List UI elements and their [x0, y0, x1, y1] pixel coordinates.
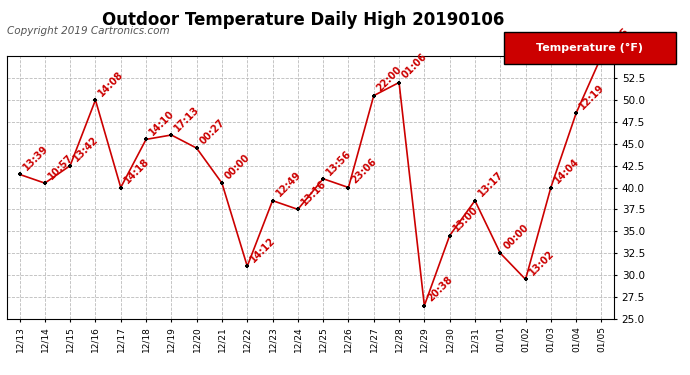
Point	[596, 53, 607, 59]
Text: 13:00: 13:00	[451, 205, 480, 234]
Text: 14:10: 14:10	[148, 109, 177, 138]
Text: 13:02: 13:02	[527, 249, 556, 278]
Text: 13:56: 13:56	[324, 148, 353, 177]
Text: 12:19: 12:19	[578, 82, 607, 111]
Text: 14:08: 14:08	[97, 69, 126, 98]
Text: 13:39: 13:39	[21, 144, 50, 172]
Text: 13:17: 13:17	[476, 170, 505, 199]
Text: Outdoor Temperature Daily High 20190106: Outdoor Temperature Daily High 20190106	[102, 11, 505, 29]
Point	[571, 110, 582, 116]
Point	[65, 163, 76, 169]
Point	[293, 206, 304, 212]
Text: Copyright 2019 Cartronics.com: Copyright 2019 Cartronics.com	[7, 26, 170, 36]
Text: 00:00: 00:00	[502, 222, 531, 251]
Text: 00:27: 00:27	[198, 117, 227, 146]
Point	[545, 184, 556, 190]
Point	[115, 184, 126, 190]
Text: 14:12: 14:12	[248, 236, 277, 264]
Text: 13:42: 13:42	[72, 135, 101, 164]
Point	[166, 132, 177, 138]
Point	[444, 232, 455, 238]
Point	[267, 198, 278, 204]
Point	[317, 176, 328, 182]
Text: 13:16: 13:16	[299, 178, 328, 208]
Point	[141, 136, 152, 142]
Point	[217, 180, 228, 186]
Point	[39, 180, 50, 186]
Point	[520, 276, 531, 282]
Point	[495, 250, 506, 256]
Point	[14, 171, 25, 177]
Text: 00:00: 00:00	[224, 152, 253, 182]
Text: 20:38: 20:38	[426, 275, 455, 304]
Point	[393, 80, 404, 86]
Text: 01:06: 01:06	[400, 52, 429, 81]
Text: 17:13: 17:13	[172, 104, 201, 133]
Point	[368, 93, 380, 99]
Point	[191, 145, 202, 151]
Point	[419, 303, 430, 309]
Point	[343, 184, 354, 190]
Text: 23:06: 23:06	[350, 157, 379, 186]
Point	[90, 97, 101, 103]
Text: 14:04: 14:04	[552, 157, 581, 186]
Point	[241, 263, 253, 269]
Text: Temperature (°F): Temperature (°F)	[536, 43, 644, 53]
Text: 10:57: 10:57	[46, 152, 75, 182]
Text: 14:35: 14:35	[603, 26, 632, 54]
Text: 12:49: 12:49	[274, 170, 303, 199]
Point	[469, 198, 480, 204]
Text: 22:00: 22:00	[375, 65, 404, 94]
Text: 14:18: 14:18	[122, 157, 151, 186]
